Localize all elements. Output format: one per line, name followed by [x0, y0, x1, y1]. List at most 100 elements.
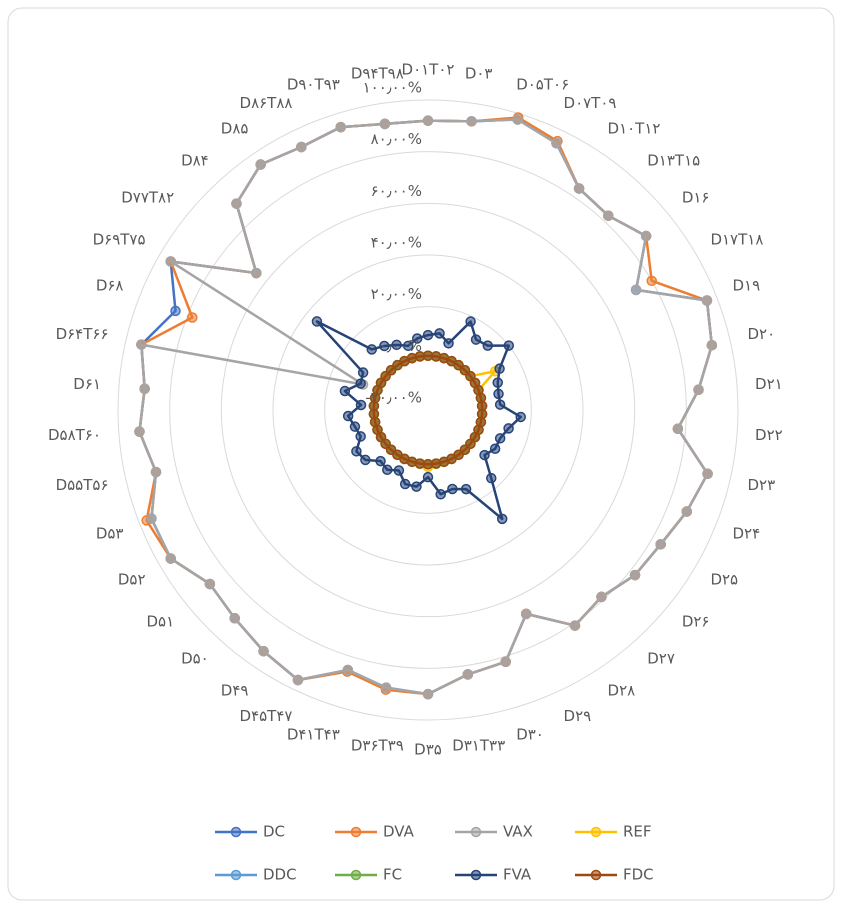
series-marker — [702, 468, 713, 480]
series-marker — [646, 275, 657, 287]
series-marker — [655, 539, 666, 550]
series-marker — [402, 340, 414, 352]
series-marker — [146, 513, 157, 524]
axis-tick-label: ۴۰٫۰۰% — [371, 234, 422, 252]
category-label: D۲۳ — [747, 476, 775, 494]
axis-tick-label: ۲۰٫۰۰% — [371, 285, 422, 303]
series-marker — [393, 465, 405, 476]
legend-marker — [590, 869, 602, 881]
series-marker — [411, 333, 423, 344]
series-marker — [520, 608, 532, 620]
series-marker — [399, 478, 411, 490]
series-marker — [434, 328, 445, 339]
category-label: D۲۸ — [608, 681, 636, 699]
category-label: D۲۱ — [755, 375, 783, 393]
series-marker — [134, 426, 145, 437]
category-label: D۰۵T۰۶ — [516, 76, 569, 94]
category-label: D۲۹ — [564, 707, 592, 725]
category-label: D۴۵T۴۷ — [240, 707, 293, 725]
series-marker — [503, 340, 515, 351]
series-marker — [515, 411, 526, 423]
series-marker — [382, 464, 393, 476]
series-marker — [422, 115, 434, 126]
category-label: D۲۷ — [647, 650, 675, 668]
series-marker — [136, 339, 147, 350]
series-marker — [569, 620, 581, 631]
category-label: D۲۵ — [710, 571, 738, 589]
category-label: D۱۳T۱۵ — [647, 151, 700, 169]
series-marker — [494, 363, 505, 374]
series-marker — [349, 421, 361, 432]
category-label: D۱۰T۱۲ — [608, 120, 661, 138]
series-marker — [486, 472, 497, 484]
series-marker — [573, 183, 585, 194]
grid-ring — [220, 202, 636, 618]
category-label: D۶۱ — [73, 375, 101, 393]
series-marker — [375, 455, 386, 467]
category-label: D۶۴T۶۶ — [56, 325, 109, 343]
category-label: D۳۵ — [414, 741, 442, 759]
series-marker — [489, 443, 501, 454]
chart-frame — [7, 7, 835, 901]
series-marker — [681, 506, 693, 517]
series-marker — [335, 121, 346, 133]
series-marker — [379, 118, 391, 130]
category-label: D۷۷T۸۲ — [121, 189, 174, 207]
legend-label: REF — [623, 823, 652, 841]
series-marker — [379, 340, 390, 352]
legend-label: VAX — [503, 823, 533, 841]
category-label: D۹۴T۹۸ — [351, 64, 404, 82]
series-marker — [482, 340, 493, 351]
category-label: D۲۶ — [682, 612, 710, 630]
series-marker — [351, 446, 362, 457]
series-marker — [494, 433, 506, 444]
series-marker — [139, 383, 150, 395]
series-marker — [422, 688, 434, 700]
series-marker — [255, 159, 266, 170]
grid-ring — [117, 99, 739, 721]
series-marker — [494, 399, 506, 410]
category-label: D۲۲ — [755, 426, 783, 444]
category-label: D۰۱T۰۲ — [402, 61, 455, 79]
series-marker — [479, 449, 490, 461]
series-marker — [258, 645, 269, 657]
series-marker — [357, 367, 369, 378]
grid-ring — [272, 254, 584, 566]
legend-label: DVA — [383, 823, 415, 841]
category-label: D۳۱T۳۳ — [452, 737, 505, 755]
category-label: D۴۹ — [221, 681, 249, 699]
series-marker — [355, 399, 367, 411]
series-marker — [422, 329, 434, 341]
category-label: D۲۰ — [747, 325, 775, 343]
series-marker — [165, 553, 176, 564]
series-marker — [551, 138, 562, 149]
series-marker — [693, 384, 704, 395]
series-marker — [701, 295, 713, 306]
series-marker — [204, 578, 216, 590]
series-marker — [251, 267, 262, 279]
series-marker — [462, 669, 474, 680]
legend-label: FDC — [623, 866, 654, 884]
category-label: D۳۰ — [516, 725, 544, 743]
category-label: D۲۴ — [732, 525, 760, 543]
series-marker — [492, 377, 503, 388]
legend-marker — [230, 826, 242, 838]
series-marker — [422, 471, 434, 483]
legend-label: FC — [383, 866, 402, 884]
series-marker — [342, 410, 354, 422]
series-marker — [493, 388, 504, 400]
series-marker — [706, 339, 718, 351]
series-marker — [360, 454, 371, 466]
series-marker — [339, 385, 351, 397]
axis-tick-label: ۱۰۰٫۰۰% — [363, 79, 422, 97]
series-marker — [311, 316, 323, 327]
category-label: D۸۴ — [181, 151, 209, 169]
category-label: D۸۶T۸۸ — [240, 94, 293, 112]
category-label: D۵۱ — [147, 612, 175, 630]
series-marker — [435, 489, 446, 500]
legend-marker — [470, 869, 482, 881]
series-marker — [411, 481, 422, 492]
series-marker — [465, 316, 476, 327]
series-marker — [596, 591, 607, 603]
